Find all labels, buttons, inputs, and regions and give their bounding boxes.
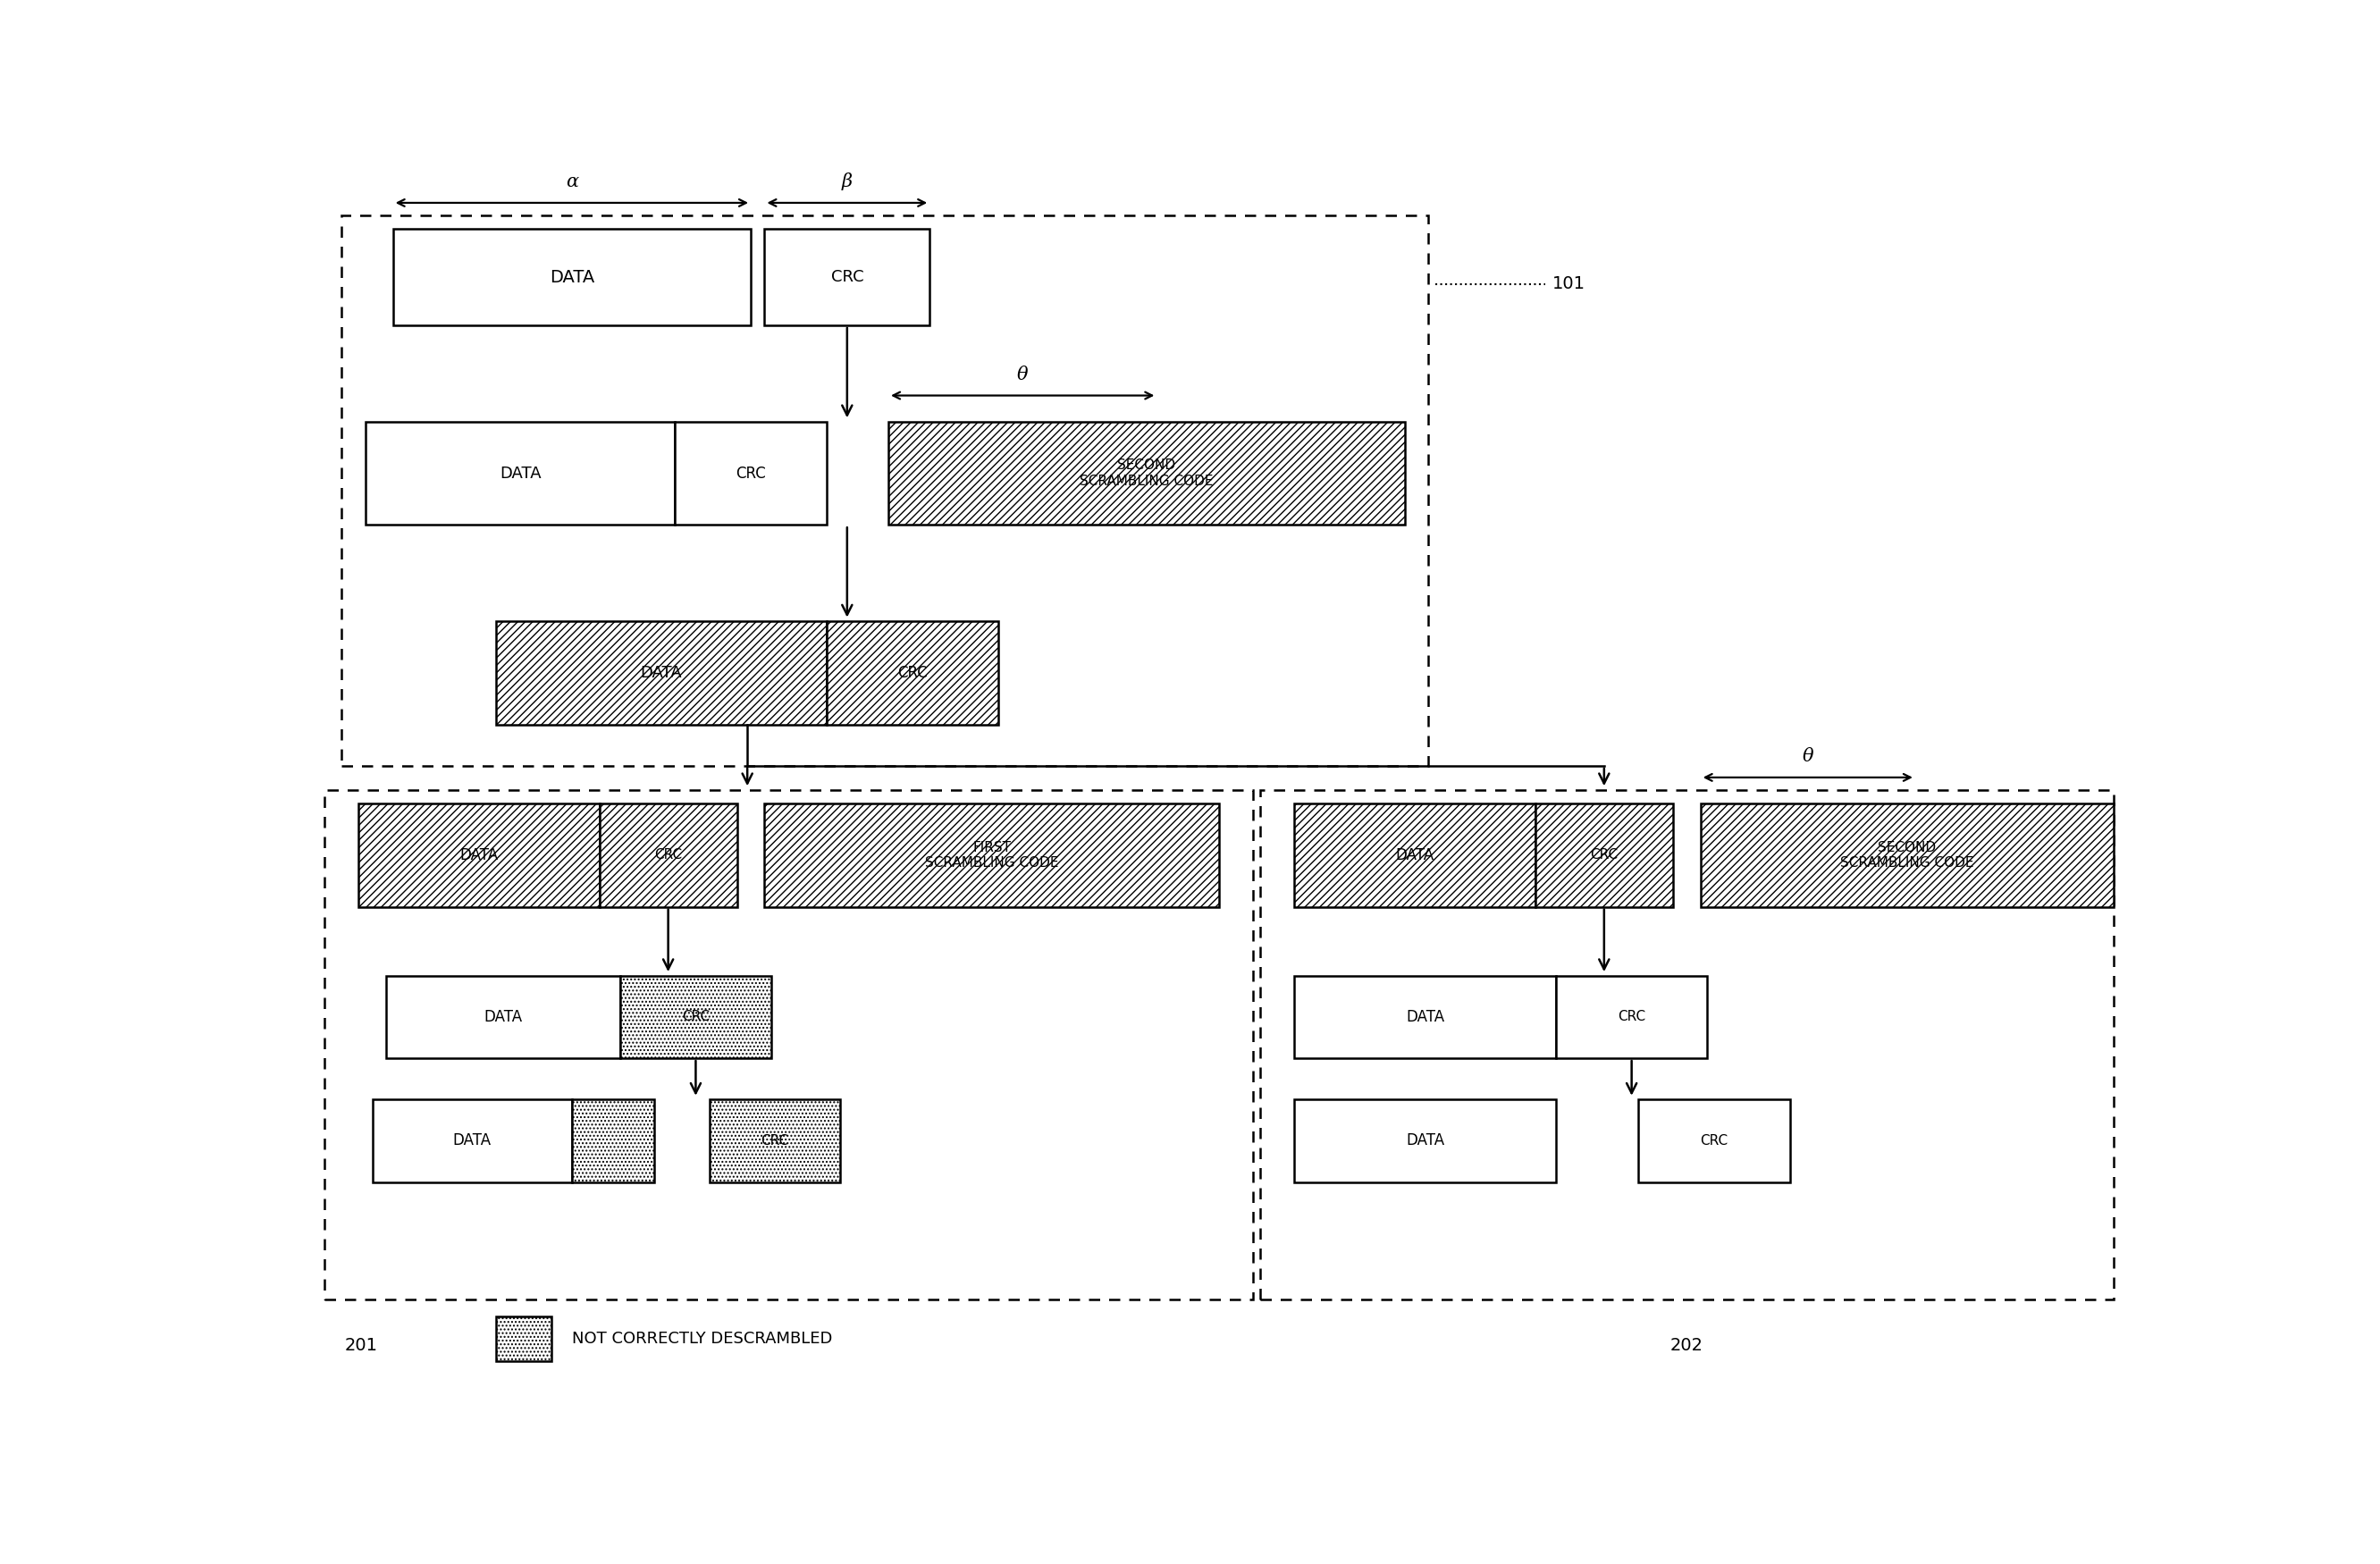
Text: CRC: CRC (735, 465, 766, 482)
Text: CRC: CRC (654, 849, 683, 862)
Bar (386, 976, 621, 1059)
Text: DATA: DATA (500, 465, 540, 482)
Bar (764, 804, 1219, 907)
Text: CRC: CRC (762, 1134, 788, 1148)
Text: 101: 101 (1552, 275, 1585, 292)
Text: CRC: CRC (1699, 1134, 1728, 1148)
Text: SECOND
SCRAMBLING CODE: SECOND SCRAMBLING CODE (1081, 458, 1214, 488)
Text: CRC: CRC (681, 1010, 709, 1023)
Bar (571, 1099, 654, 1182)
Bar (340, 216, 1428, 766)
Text: DATA: DATA (640, 665, 683, 680)
Text: α: α (566, 174, 578, 191)
Text: DATA: DATA (1395, 848, 1435, 863)
Bar (1295, 804, 1535, 907)
Bar (1259, 790, 2113, 1300)
Text: DATA: DATA (1407, 1132, 1445, 1150)
Text: NOT CORRECTLY DESCRAMBLED: NOT CORRECTLY DESCRAMBLED (571, 1331, 833, 1347)
Text: FIRST
SCRAMBLING CODE: FIRST SCRAMBLING CODE (926, 841, 1059, 870)
Bar (621, 976, 771, 1059)
Text: θ: θ (1016, 366, 1028, 383)
Text: CRC: CRC (1618, 1010, 1645, 1023)
Text: θ: θ (1802, 748, 1814, 765)
Text: DATA: DATA (452, 1132, 490, 1150)
Text: DATA: DATA (550, 269, 595, 286)
Bar (676, 422, 826, 526)
Text: DATA: DATA (459, 848, 497, 863)
Bar (600, 804, 738, 907)
Bar (1699, 804, 2113, 907)
Bar (826, 621, 1000, 724)
Bar (764, 228, 931, 325)
Bar (371, 1099, 571, 1182)
Bar (1295, 1099, 1557, 1182)
Text: β: β (843, 172, 852, 191)
Bar (359, 804, 600, 907)
Text: 201: 201 (345, 1337, 378, 1354)
Bar (367, 422, 676, 526)
Bar (393, 228, 750, 325)
Text: CRC: CRC (1590, 849, 1618, 862)
Bar (1535, 804, 1673, 907)
Text: DATA: DATA (483, 1009, 521, 1024)
Bar (1295, 976, 1557, 1059)
Text: DATA: DATA (1407, 1009, 1445, 1024)
Bar (495, 621, 826, 724)
Bar (495, 1317, 552, 1361)
Text: CRC: CRC (831, 269, 864, 285)
Text: 202: 202 (1671, 1337, 1704, 1354)
Bar (1557, 976, 1706, 1059)
Text: CRC: CRC (897, 665, 928, 680)
Text: SECOND
SCRAMBLING CODE: SECOND SCRAMBLING CODE (1840, 841, 1973, 870)
Bar (324, 790, 1254, 1300)
Bar (1637, 1099, 1790, 1182)
Bar (888, 422, 1404, 526)
Bar (709, 1099, 840, 1182)
